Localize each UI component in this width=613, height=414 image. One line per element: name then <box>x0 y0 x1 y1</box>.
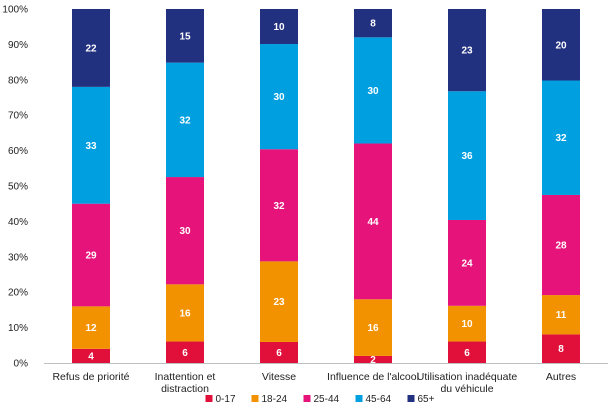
data-label: 16 <box>179 308 191 319</box>
data-label: 8 <box>558 344 564 355</box>
data-label: 23 <box>273 297 285 308</box>
x-category-label: Refus de priorité <box>52 371 129 383</box>
legend-item: 25-44 <box>303 394 340 405</box>
y-tick-label: 100% <box>2 5 28 16</box>
legend-label: 18-24 <box>262 394 288 405</box>
data-label: 32 <box>179 115 191 126</box>
legend-item: 45-64 <box>355 394 392 405</box>
bar-segment <box>354 9 392 38</box>
bar-segment <box>542 334 580 363</box>
x-category-label: Autres <box>546 371 576 383</box>
data-label: 6 <box>276 348 282 359</box>
data-label: 30 <box>367 86 379 97</box>
data-label: 10 <box>273 22 285 33</box>
data-label: 30 <box>179 226 191 237</box>
data-label: 16 <box>367 323 379 334</box>
data-label: 6 <box>182 348 188 359</box>
data-label: 22 <box>85 43 97 54</box>
data-label: 36 <box>461 151 473 162</box>
data-label: 12 <box>85 323 97 334</box>
bar-segment <box>448 341 486 363</box>
legend-swatch <box>355 395 363 402</box>
data-label: 11 <box>556 310 567 321</box>
data-label: 10 <box>461 319 473 330</box>
data-label: 44 <box>367 217 379 228</box>
bar-segment <box>542 295 580 335</box>
data-label: 33 <box>85 141 97 152</box>
data-label: 30 <box>273 92 285 103</box>
data-label: 32 <box>273 201 285 212</box>
bar-segment <box>354 143 392 300</box>
legend-swatch <box>303 395 311 402</box>
bar-segment <box>354 355 392 363</box>
data-label: 29 <box>85 251 97 262</box>
y-tick-label: 50% <box>8 182 28 193</box>
data-label: 4 <box>88 351 94 362</box>
bar-segment <box>448 305 486 342</box>
bar-segment <box>166 62 204 178</box>
bar-segment <box>260 44 298 150</box>
bar-segment <box>542 9 580 81</box>
y-tick-label: 70% <box>8 111 28 122</box>
legend-label: 65+ <box>418 394 435 405</box>
bar-segment <box>354 37 392 144</box>
legend-item: 18-24 <box>251 394 288 405</box>
legend-swatch <box>251 395 259 402</box>
legend-item: 0-17 <box>205 394 236 405</box>
x-category-label: Inattention et <box>155 371 216 383</box>
data-label: 24 <box>461 258 473 269</box>
bar-segment <box>448 91 486 220</box>
data-label: 2 <box>370 355 376 366</box>
legend: 0-17 18-24 25-44 45-64 65+ <box>205 394 435 405</box>
bar-segment <box>542 194 580 296</box>
bar-segment <box>448 219 486 306</box>
bar-segment <box>260 9 298 45</box>
bar-segment <box>166 341 204 363</box>
data-label: 20 <box>555 40 567 51</box>
bar-segment <box>260 261 298 342</box>
x-category-label: distraction <box>161 383 209 395</box>
x-axis: Refus de priorité Inattention etdistracti… <box>44 363 608 395</box>
bar-segment <box>72 203 110 307</box>
bar-segment <box>166 284 204 342</box>
y-tick-label: 80% <box>8 75 28 86</box>
bar-segment <box>166 177 204 285</box>
legend-item: 65+ <box>407 394 435 405</box>
legend-label: 45-64 <box>366 394 392 405</box>
x-category-label: Vitesse <box>262 371 296 383</box>
bar-segment <box>72 9 110 87</box>
y-tick-label: 10% <box>8 323 28 334</box>
y-axis: 0% 10% 20% 30% 40% 50% 60% 70% 80% 90% 100% <box>2 5 28 370</box>
bar-segment <box>72 348 110 363</box>
data-label: 23 <box>461 46 473 57</box>
bar-segment <box>166 9 204 63</box>
legend-label: 25-44 <box>314 394 340 405</box>
bars: 4 12 29 33 22 6 16 30 32 15 6 23 32 30 10 2 16 44 30 8 6 10 24… <box>72 9 580 366</box>
x-category-label: du véhicule <box>440 383 493 395</box>
data-label: 6 <box>464 348 470 359</box>
data-label: 15 <box>179 31 191 42</box>
legend-swatch <box>205 395 213 402</box>
bar-segment <box>72 306 110 349</box>
y-tick-label: 60% <box>8 146 28 157</box>
bar-segment <box>448 9 486 92</box>
y-tick-label: 40% <box>8 217 28 228</box>
x-category-label: Utilisation inadéquate <box>417 371 518 383</box>
data-label: 32 <box>555 133 567 144</box>
bar-segment <box>542 80 580 195</box>
bar-segment <box>260 149 298 262</box>
x-category-label: Influence de l'alcool <box>327 371 419 383</box>
legend-swatch <box>407 395 415 402</box>
y-tick-label: 90% <box>8 40 28 51</box>
bar-segment <box>260 341 298 363</box>
y-tick-label: 0% <box>14 359 29 370</box>
y-tick-label: 30% <box>8 252 28 263</box>
data-label: 8 <box>370 19 376 30</box>
bar-segment <box>354 299 392 356</box>
bar-segment <box>72 86 110 204</box>
data-label: 28 <box>555 241 567 252</box>
y-tick-label: 20% <box>8 288 28 299</box>
legend-label: 0-17 <box>216 394 236 405</box>
